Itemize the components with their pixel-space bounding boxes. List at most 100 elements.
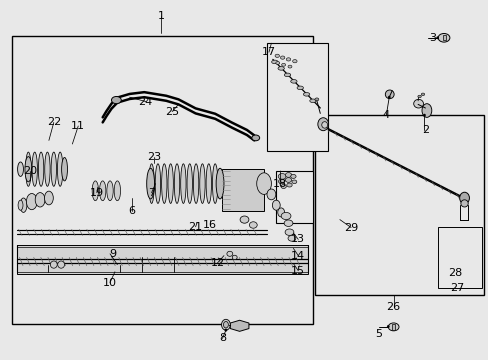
Ellipse shape — [44, 191, 53, 205]
Bar — [315, 115, 483, 295]
Ellipse shape — [224, 329, 226, 331]
Bar — [12, 36, 312, 324]
Ellipse shape — [321, 122, 327, 128]
Text: 26: 26 — [386, 302, 400, 312]
Text: 15: 15 — [291, 266, 305, 276]
Ellipse shape — [226, 251, 232, 256]
Ellipse shape — [387, 96, 390, 99]
Ellipse shape — [386, 325, 389, 328]
Text: 28: 28 — [447, 268, 461, 278]
Ellipse shape — [274, 54, 279, 58]
Text: 16: 16 — [203, 220, 217, 230]
Bar — [276, 171, 312, 223]
Text: 24: 24 — [138, 96, 153, 107]
Ellipse shape — [314, 98, 318, 101]
Ellipse shape — [421, 104, 431, 117]
Ellipse shape — [291, 180, 296, 184]
Text: 9: 9 — [109, 249, 116, 259]
Ellipse shape — [292, 60, 296, 63]
Ellipse shape — [161, 164, 167, 203]
Text: 1: 1 — [158, 11, 164, 21]
Ellipse shape — [421, 93, 424, 96]
Ellipse shape — [285, 173, 291, 177]
Bar — [442, 35, 446, 40]
Ellipse shape — [51, 152, 57, 186]
Ellipse shape — [251, 135, 259, 141]
Ellipse shape — [435, 37, 438, 39]
Ellipse shape — [221, 319, 230, 330]
Text: 18: 18 — [273, 179, 286, 189]
Ellipse shape — [387, 323, 398, 331]
Ellipse shape — [280, 56, 284, 59]
Ellipse shape — [459, 192, 468, 204]
Ellipse shape — [272, 200, 280, 210]
Text: 8: 8 — [219, 333, 225, 343]
Ellipse shape — [174, 164, 180, 203]
Ellipse shape — [277, 208, 284, 217]
Ellipse shape — [297, 86, 303, 90]
Text: 17: 17 — [262, 47, 275, 57]
Text: 5: 5 — [375, 329, 382, 339]
Ellipse shape — [38, 152, 44, 186]
Text: 4: 4 — [382, 110, 389, 120]
Text: 11: 11 — [71, 121, 85, 131]
Ellipse shape — [278, 179, 284, 184]
Ellipse shape — [417, 95, 421, 98]
Ellipse shape — [193, 164, 198, 203]
Ellipse shape — [286, 58, 290, 61]
Ellipse shape — [266, 189, 275, 200]
Ellipse shape — [155, 164, 160, 203]
Ellipse shape — [317, 118, 328, 131]
Ellipse shape — [284, 220, 292, 226]
Ellipse shape — [20, 198, 27, 212]
Ellipse shape — [290, 175, 296, 179]
Text: 20: 20 — [23, 166, 37, 176]
Text: 25: 25 — [165, 107, 179, 117]
Ellipse shape — [50, 261, 57, 268]
Text: 29: 29 — [343, 222, 358, 233]
Ellipse shape — [290, 80, 297, 83]
Text: 22: 22 — [46, 117, 61, 127]
Ellipse shape — [186, 164, 192, 203]
Ellipse shape — [180, 164, 185, 203]
Ellipse shape — [285, 178, 291, 183]
Ellipse shape — [249, 222, 257, 228]
Ellipse shape — [309, 99, 315, 103]
Ellipse shape — [280, 185, 286, 189]
Ellipse shape — [303, 93, 309, 96]
Ellipse shape — [284, 73, 290, 77]
Ellipse shape — [286, 183, 292, 187]
Ellipse shape — [287, 235, 295, 241]
Text: 19: 19 — [90, 188, 103, 198]
Ellipse shape — [106, 181, 113, 201]
Text: 27: 27 — [449, 283, 464, 293]
Ellipse shape — [285, 229, 293, 235]
Ellipse shape — [413, 99, 423, 108]
Ellipse shape — [212, 164, 218, 203]
Ellipse shape — [148, 164, 154, 203]
Ellipse shape — [232, 255, 237, 260]
Bar — [437, 227, 481, 288]
Ellipse shape — [437, 33, 449, 42]
Bar — [391, 324, 394, 330]
Ellipse shape — [18, 200, 23, 210]
Text: 10: 10 — [103, 278, 117, 288]
Ellipse shape — [114, 181, 120, 201]
Ellipse shape — [205, 164, 211, 203]
Ellipse shape — [223, 321, 228, 328]
Ellipse shape — [278, 174, 285, 179]
Text: 21: 21 — [188, 222, 202, 232]
Ellipse shape — [281, 212, 290, 220]
Ellipse shape — [58, 261, 64, 268]
Ellipse shape — [26, 152, 31, 186]
Ellipse shape — [35, 193, 45, 207]
Ellipse shape — [385, 90, 393, 99]
Ellipse shape — [26, 194, 37, 210]
Ellipse shape — [422, 114, 425, 117]
Ellipse shape — [287, 65, 291, 68]
Ellipse shape — [216, 168, 224, 199]
Text: 2: 2 — [421, 125, 428, 135]
Text: 7: 7 — [148, 188, 155, 198]
Text: 23: 23 — [147, 152, 161, 162]
Bar — [17, 245, 307, 274]
